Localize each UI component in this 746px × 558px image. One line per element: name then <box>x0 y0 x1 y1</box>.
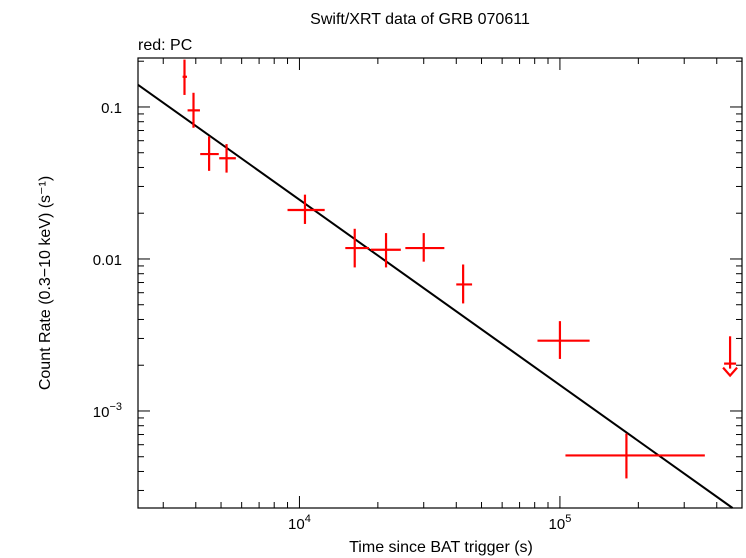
y-tick-label: 10−3 <box>93 401 122 421</box>
data-points <box>182 59 738 479</box>
x-tick-label: 105 <box>549 513 572 533</box>
data-point <box>370 233 401 268</box>
data-point <box>287 194 325 224</box>
data-point <box>182 59 187 95</box>
y-tick-label: 0.01 <box>93 252 122 269</box>
data-point <box>565 433 705 479</box>
x-tick-label: 104 <box>288 513 311 533</box>
upper-limit <box>722 336 738 378</box>
data-point <box>345 228 370 268</box>
chart-subtitle: red: PC <box>138 37 192 54</box>
y-tick-label: 0.1 <box>101 100 122 117</box>
data-point <box>200 136 219 171</box>
plot-frame <box>137 57 743 509</box>
data-point <box>187 92 200 128</box>
y-axis-label: Count Rate (0.3−10 keV) (s⁻¹) <box>37 176 54 390</box>
axis-ticks: 104 105 0.1 0.01 10−3 <box>93 58 743 533</box>
data-point <box>405 233 445 262</box>
data-point <box>537 321 590 359</box>
model-fit <box>137 83 734 509</box>
x-axis-label: Time since BAT trigger (s) <box>349 539 533 556</box>
data-point <box>456 264 473 304</box>
chart-title: Swift/XRT data of GRB 070611 <box>310 11 530 28</box>
upper-limit-arrowhead <box>722 366 738 378</box>
model-line <box>137 83 734 509</box>
data-point <box>219 144 236 173</box>
